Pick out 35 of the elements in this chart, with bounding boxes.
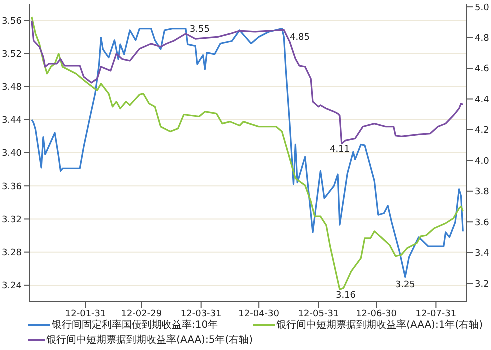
x-tick-label: 12-05-31 (298, 309, 340, 320)
y2-tick-label: 5.0 (475, 3, 490, 14)
y-tick-label: 3.32 (2, 215, 22, 226)
x-tick-label: 12-02-29 (121, 309, 162, 320)
y2-tick-label: 4.4 (475, 95, 490, 106)
annotation: 4.11 (328, 144, 352, 156)
y-tick-label: 3.48 (2, 82, 22, 93)
x-tick-label: 12-03-31 (180, 309, 222, 320)
x-tick-label: 12-06-30 (356, 309, 398, 320)
y2-tick-label: 3.2 (475, 280, 490, 290)
y-tick-label: 3.56 (2, 16, 22, 27)
y2-tick-label: 3.4 (475, 249, 490, 260)
x-tick-label: 12-04-30 (238, 309, 280, 320)
annotation: 3.16 (334, 290, 358, 302)
annotation: 3.55 (190, 25, 210, 36)
legend-label: 银行间中短期票据到期收益率(AAA):5年(右轴) (46, 334, 253, 347)
legend-label: 银行间固定利率国债到期收益率:10年 (52, 318, 218, 332)
y2-tick-label: 3.8 (475, 188, 490, 198)
y2-tick-label: 4.2 (475, 126, 490, 136)
y-tick-label: 3.52 (2, 50, 22, 60)
y-tick-label: 3.28 (2, 248, 22, 259)
line-series (31, 20, 464, 145)
y2-tick-label: 4.8 (475, 34, 490, 44)
y2-tick-label: 3.6 (475, 218, 490, 228)
y-tick-label: 3.40 (2, 149, 22, 160)
y-tick-label: 3.44 (2, 116, 22, 126)
y-tick-label: 3.36 (2, 182, 22, 192)
x-tick-label: 12-01-31 (65, 309, 106, 320)
y2-tick-label: 4.0 (475, 156, 490, 167)
legend-label: 银行间中短期票据到期收益率(AAA):1年(右轴) (276, 318, 483, 332)
y-tick-label: 3.24 (2, 282, 22, 292)
y2-tick-label: 4.6 (475, 64, 490, 75)
annotation: 4.85 (288, 32, 312, 44)
x-tick-label: 12-07-31 (416, 309, 457, 320)
annotation: 3.25 (395, 280, 416, 291)
